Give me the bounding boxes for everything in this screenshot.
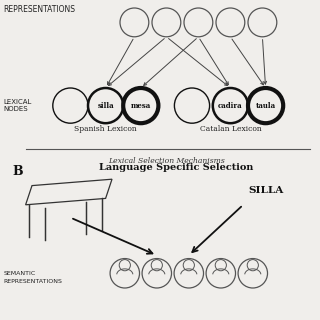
Text: mesa: mesa xyxy=(131,101,151,109)
Text: REPRESENTATIONS: REPRESENTATIONS xyxy=(3,5,75,14)
Text: SEMANTIC: SEMANTIC xyxy=(3,271,36,276)
Text: silla: silla xyxy=(97,101,114,109)
Text: NODES: NODES xyxy=(3,107,28,112)
Text: Lexical Selection Mechanisms: Lexical Selection Mechanisms xyxy=(108,157,225,165)
Text: SILLA: SILLA xyxy=(248,186,283,195)
Text: Catalan Lexicon: Catalan Lexicon xyxy=(200,125,261,133)
Text: LEXICAL: LEXICAL xyxy=(3,99,32,105)
Text: cadira: cadira xyxy=(218,101,243,109)
Text: REPRESENTATIONS: REPRESENTATIONS xyxy=(3,279,62,284)
Text: taula: taula xyxy=(256,101,276,109)
Text: B: B xyxy=(13,165,23,178)
Text: Spanish Lexicon: Spanish Lexicon xyxy=(74,125,137,133)
Text: Language Specific Selection: Language Specific Selection xyxy=(99,163,253,172)
